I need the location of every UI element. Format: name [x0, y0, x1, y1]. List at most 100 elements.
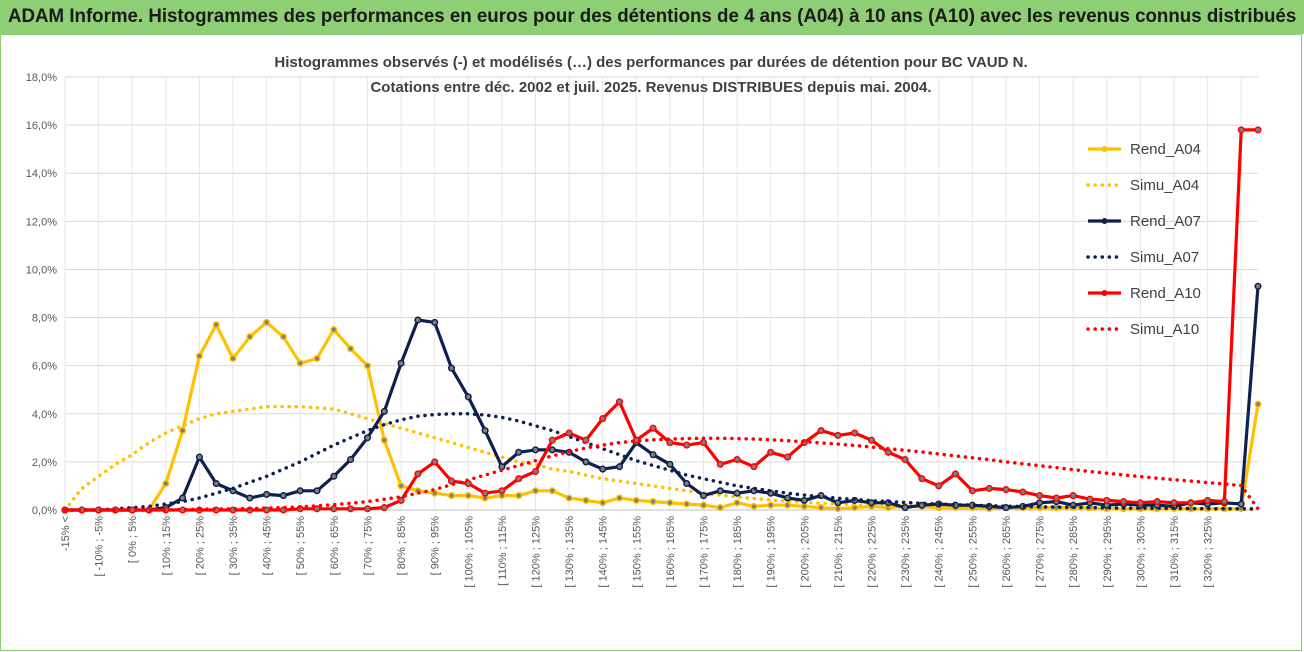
data-point: [968, 487, 976, 495]
data-point: [599, 465, 607, 473]
data-point: [380, 504, 388, 512]
x-tick-label: [ 40% ; 45%: [262, 516, 274, 576]
data-point: [834, 499, 842, 507]
chart: 0,0% 2,0% 4,0% 6,0% 8,0% 10,0% 12,0% 14,0% 16,0%…: [26, 54, 1262, 588]
x-tick-label: [ 180% ; 185%: [732, 516, 744, 588]
data-point: [699, 439, 708, 447]
data-point: [431, 318, 439, 326]
y-tick-label: 4,0%: [32, 409, 57, 421]
data-point: [1254, 282, 1262, 290]
data-point: [1187, 499, 1195, 507]
data-point: [548, 446, 556, 454]
legend-entry: Rend_A07: [1088, 213, 1201, 230]
data-point: [716, 504, 724, 512]
data-point: [1220, 498, 1228, 506]
x-tick-label: [ 250% ; 255%: [967, 516, 979, 588]
data-point: [901, 504, 909, 512]
data-point: [666, 460, 674, 468]
x-tick-label: [ 210% ; 215%: [833, 516, 845, 588]
data-point: [498, 463, 506, 471]
data-point: [515, 475, 523, 483]
data-point: [767, 448, 775, 456]
x-tick-label: [ 10% ; 15%: [161, 516, 173, 576]
data-point: [565, 494, 573, 502]
data-point: [397, 482, 405, 490]
data-point: [481, 427, 489, 435]
data-point: [380, 436, 388, 444]
legend-entry: Rend_A10: [1088, 285, 1201, 302]
x-tick-label: [ 220% ; 225%: [867, 516, 879, 588]
data-point: [363, 434, 372, 442]
grid: [64, 76, 1258, 511]
data-point: [649, 424, 657, 432]
y-tick-label: 8,0%: [32, 313, 57, 325]
data-point: [951, 470, 960, 478]
data-point: [733, 489, 741, 497]
x-tick-label: [ 60% ; 65%: [329, 516, 341, 576]
data-point: [733, 499, 741, 507]
data-point: [263, 490, 271, 498]
data-point: [195, 453, 203, 461]
legend-marker: [1101, 290, 1108, 296]
y-tick-label: 18,0%: [26, 72, 57, 84]
legend-entry: Simu_A04: [1086, 177, 1199, 194]
legend-entry: Simu_A10: [1086, 321, 1199, 338]
data-point: [515, 448, 523, 456]
x-tick-label: [ 310% ; 315%: [1169, 516, 1181, 588]
data-point: [414, 316, 422, 324]
data-point: [783, 453, 792, 461]
data-point: [884, 448, 892, 456]
data-point: [666, 439, 674, 447]
x-tick-label: [ -10% ; -5%: [94, 516, 106, 577]
data-point: [531, 487, 540, 495]
data-point: [363, 505, 372, 513]
data-point: [817, 427, 825, 435]
x-tick-label: [ 110% ; 115%: [497, 516, 509, 586]
data-point: [515, 492, 523, 500]
data-point: [531, 446, 540, 454]
x-tick-label: [ 80% ; 85%: [396, 516, 408, 576]
data-point: [347, 455, 355, 464]
data-point: [1103, 496, 1111, 504]
x-tick-label: [ 0% ; 5%: [127, 516, 139, 563]
data-point: [834, 505, 842, 513]
data-point: [195, 352, 203, 360]
data-point: [1237, 500, 1245, 508]
data-point: [666, 499, 674, 507]
data-point: [431, 489, 439, 497]
x-tick-label: [ 130% ; 135%: [564, 516, 576, 588]
data-point: [935, 482, 943, 490]
data-point: [246, 494, 254, 502]
data-point: [548, 436, 556, 444]
y-tick-label: 12,0%: [26, 216, 57, 228]
series-line-rend-a07: [65, 286, 1260, 512]
data-point: [229, 354, 237, 363]
data-point: [1204, 496, 1212, 504]
x-tick-label: [ 150% ; 155%: [631, 516, 643, 588]
legend-label: Simu_A10: [1130, 321, 1199, 338]
data-point: [649, 451, 657, 459]
data-point: [683, 441, 691, 449]
data-point: [716, 487, 724, 495]
data-point: [397, 496, 405, 504]
x-tick-label: [ 320% ; 325%: [1203, 516, 1215, 588]
legend-label: Rend_A04: [1130, 141, 1201, 158]
data-point: [296, 359, 304, 367]
x-tick-label: [ 270% ; 275%: [1035, 516, 1047, 588]
data-point: [582, 458, 590, 466]
data-point: [1019, 488, 1027, 496]
series-line-simu-a07: [63, 412, 1260, 512]
x-tick-label: [ 140% ; 145%: [598, 516, 610, 588]
data-point: [615, 494, 624, 502]
data-point: [313, 487, 321, 495]
data-point: [800, 502, 808, 510]
data-point: [481, 489, 489, 497]
data-point: [918, 475, 926, 483]
chart-frame: 0,0% 2,0% 4,0% 6,0% 8,0% 10,0% 12,0% 14,0% 16,0%…: [0, 34, 1302, 651]
data-point: [599, 415, 607, 423]
data-point: [582, 436, 590, 444]
x-tick-label: [ 160% ; 165%: [665, 516, 677, 588]
data-point: [985, 484, 993, 492]
x-tick-label: [ 50% ; 55%: [295, 516, 307, 576]
legend-marker: [1101, 146, 1108, 152]
